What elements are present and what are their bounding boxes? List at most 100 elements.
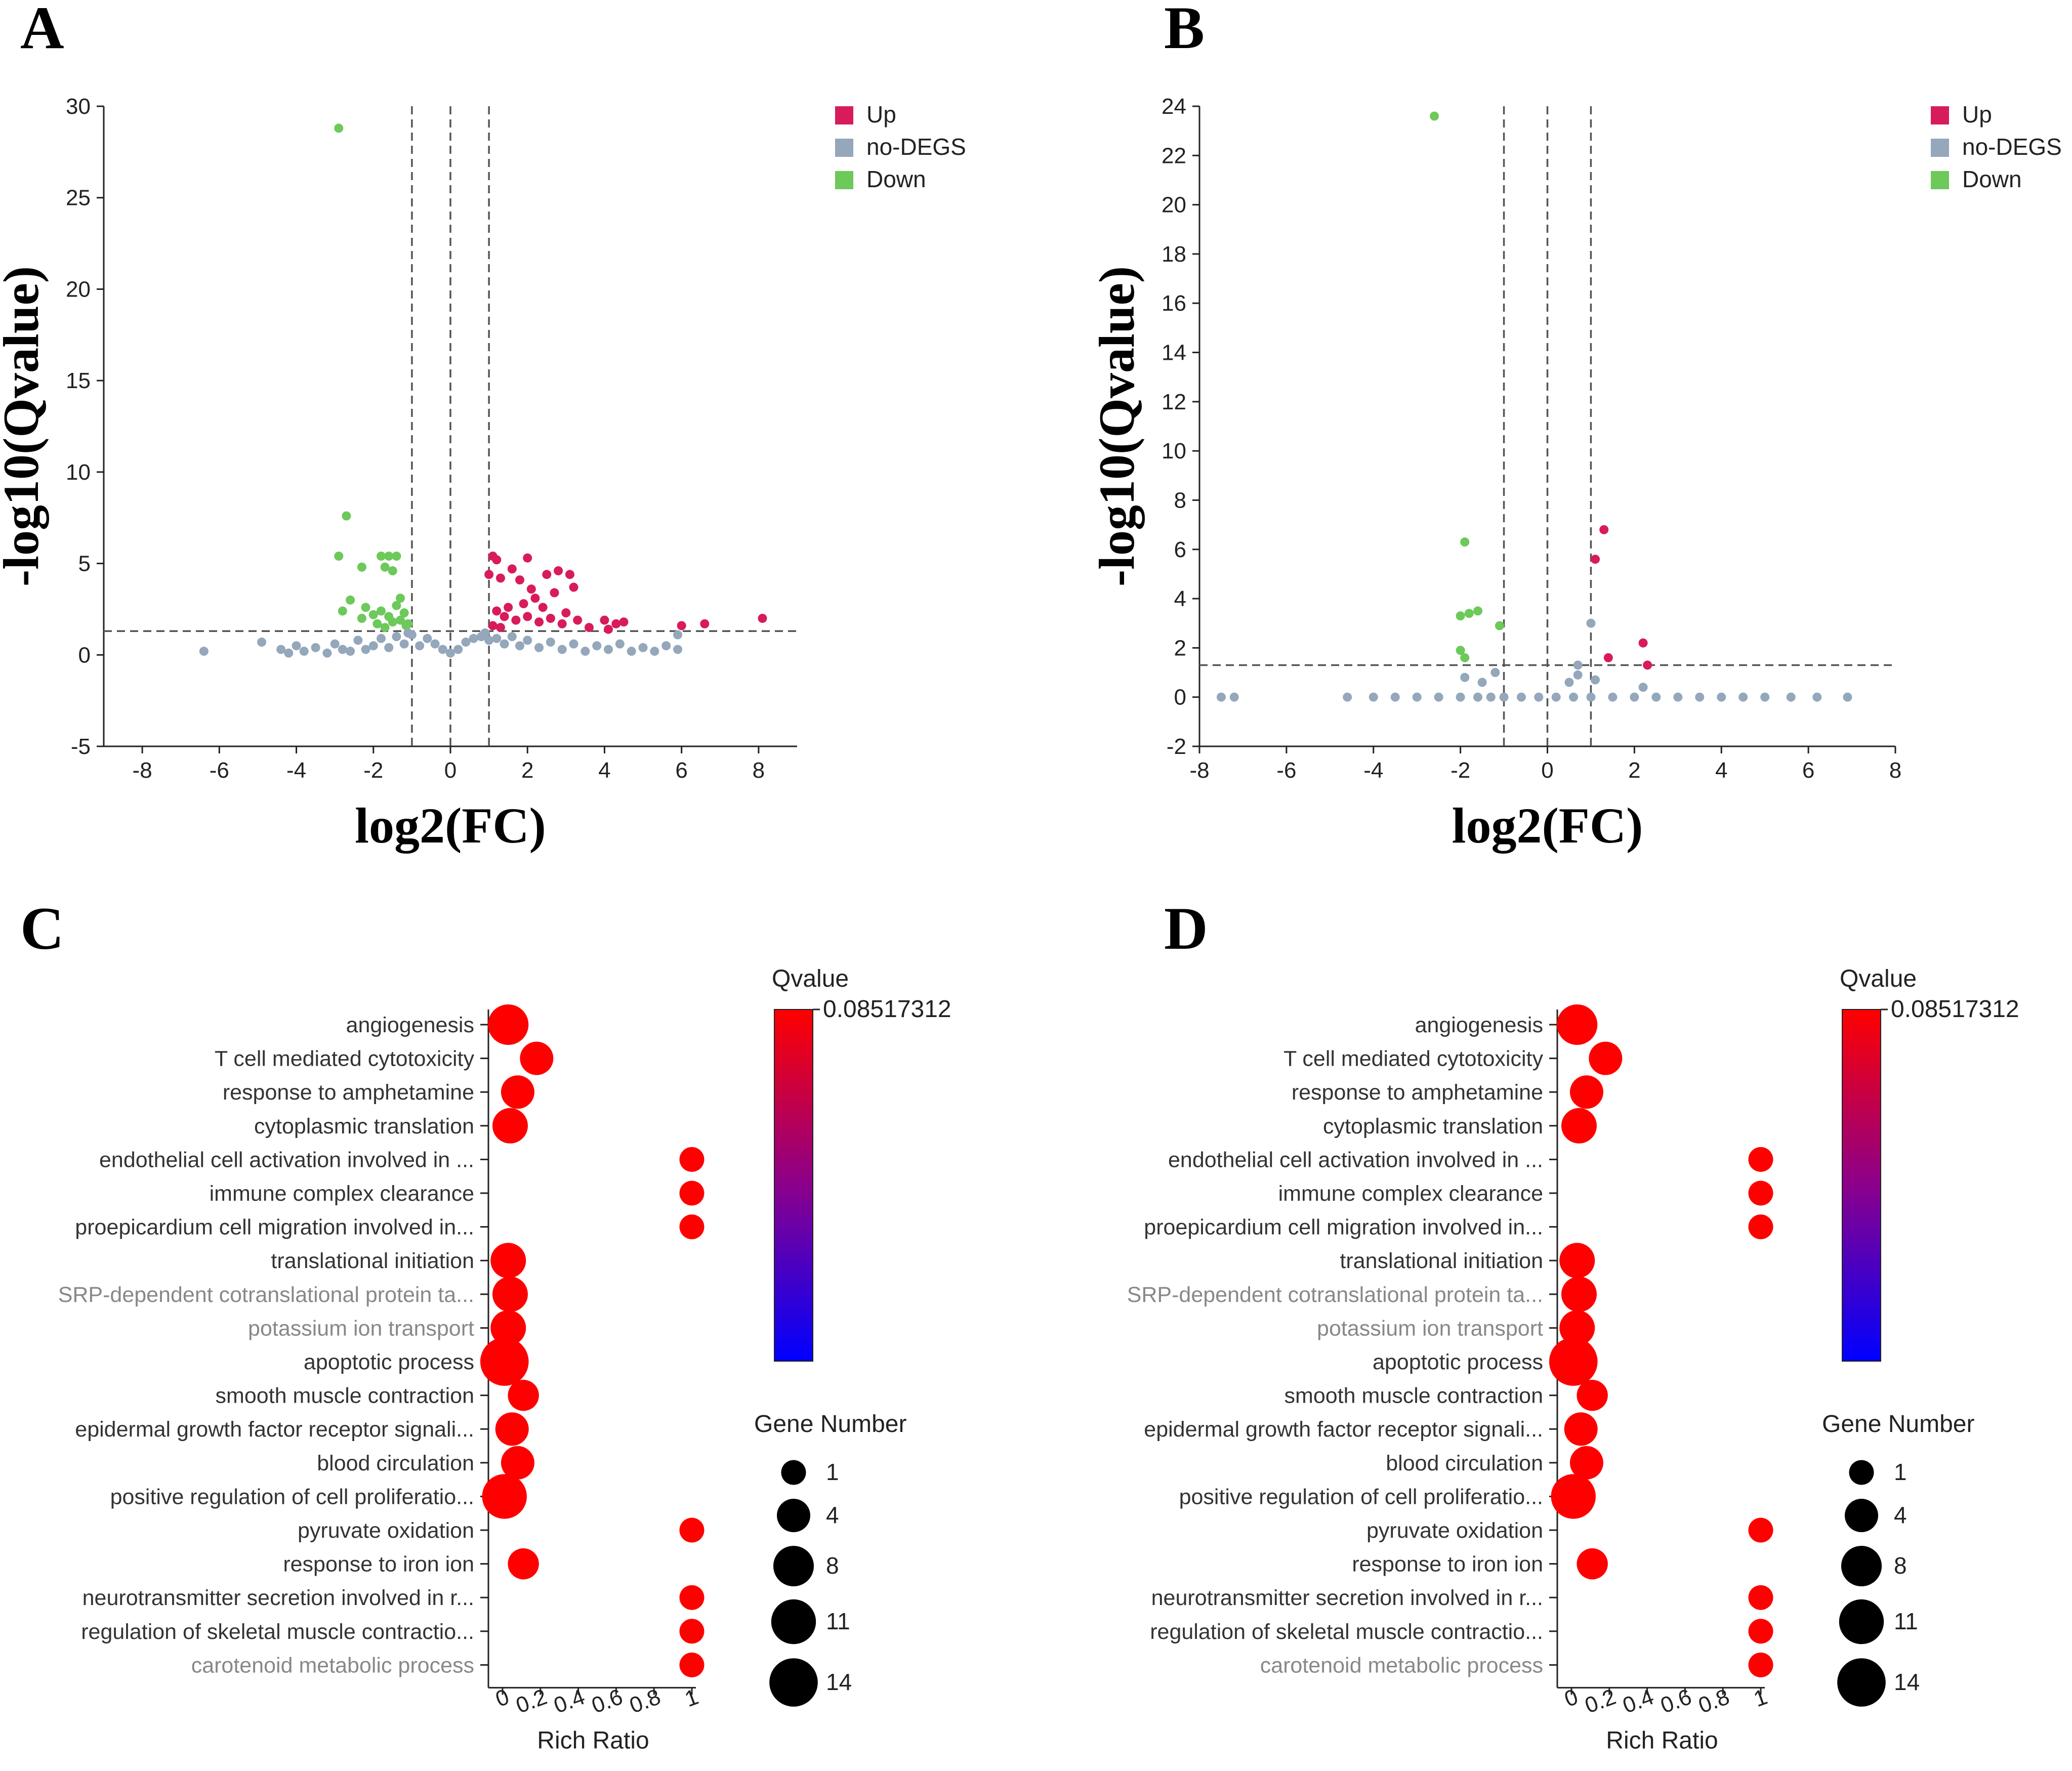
y-tick-label: 0 [78,643,91,667]
term-bubble [679,1517,705,1543]
point-up [504,603,513,612]
x-tick-label: 0.8 [626,1684,664,1718]
x-tick-label: 8 [1889,758,1901,783]
term-bubble [1748,1180,1773,1206]
x-tick-label: 0 [492,1684,513,1712]
point-down [392,552,401,561]
term-bubble [492,1276,528,1312]
point-up [1643,660,1652,670]
term-bubble [508,1548,539,1580]
term-bubble [679,1214,705,1240]
point-up [511,615,521,625]
term-bubble [1549,1337,1598,1386]
term-label: potassium ion transport [248,1316,474,1340]
size-legend-bubble [777,1499,810,1532]
x-tick-label: 0 [444,758,457,783]
x-tick-label: 0.6 [1657,1684,1695,1718]
point-no-degs [1473,692,1482,702]
legend-swatch [1931,139,1949,157]
term-bubble [1577,1548,1608,1580]
term-bubble [488,1004,529,1045]
y-tick-label: 22 [1162,143,1186,168]
point-down [384,552,394,561]
x-tick-label: 1 [682,1684,702,1712]
size-legend-bubble [1845,1499,1878,1532]
term-bubble [1557,1004,1598,1045]
x-tick-label: 6 [675,758,687,783]
point-no-degs [1551,692,1561,702]
x-tick-label: 0.8 [1695,1684,1732,1718]
term-label: endothelial cell activation involved in … [99,1148,474,1172]
point-up [495,573,505,583]
term-bubble [1748,1585,1773,1610]
term-bubble [1748,1619,1773,1644]
point-no-degs [569,639,578,649]
point-up [585,623,594,632]
point-no-degs [507,632,517,642]
point-no-degs [1343,692,1352,702]
legend-swatch [835,139,853,157]
point-down [334,552,344,561]
point-up [565,570,574,579]
x-tick-label: 0.4 [551,1684,588,1718]
term-bubble [520,1041,554,1075]
term-label: response to iron ion [1352,1552,1543,1577]
size-legend-bubble [1837,1658,1886,1707]
term-label: cytoplasmic translation [1323,1114,1543,1138]
point-no-degs [523,636,532,645]
go-bubble-plot-c: angiogenesis T cell mediated cytotoxicity… [58,965,951,1754]
term-label: T cell mediated cytotoxicity [215,1047,475,1071]
legend-label: no-DEGS [866,134,966,160]
term-label: apoptotic process [1373,1350,1543,1374]
point-up [573,615,583,625]
x-tick-label: 4 [1715,758,1727,783]
point-no-degs [1695,692,1705,702]
term-label: regulation of skeletal muscle contractio… [1150,1620,1543,1644]
x-axis-title: Rich Ratio [537,1727,649,1754]
size-legend-label: 11 [826,1608,850,1634]
point-up [538,603,548,612]
point-up [507,564,517,574]
point-down [1460,537,1470,547]
point-no-degs [604,645,613,654]
term-bubble [480,1337,529,1386]
size-legend-bubble [1839,1599,1884,1644]
x-tick-label: 2 [521,758,533,783]
point-no-degs [1434,692,1443,702]
term-label: translational initiation [1340,1249,1543,1273]
go-bubble-plot-d: angiogenesis T cell mediated cytotoxicity… [1127,965,2019,1754]
term-bubble [492,1108,528,1144]
colorbar-title: Qvalue [772,965,849,992]
term-bubble [1559,1310,1595,1346]
point-down [361,603,370,612]
point-up [561,608,571,618]
point-no-degs [1499,692,1509,702]
term-label: SRP-dependent cotranslational protein ta… [58,1283,474,1307]
point-up [550,588,559,598]
term-label: blood circulation [1386,1451,1543,1475]
point-no-degs [257,637,267,647]
point-down [1430,111,1439,121]
x-axis-title: log2(FC) [1452,797,1643,854]
point-no-degs [1369,692,1378,702]
term-label: smooth muscle contraction [216,1384,474,1408]
x-tick-label: 6 [1802,758,1814,783]
point-no-degs [1630,692,1639,702]
point-down [368,610,378,619]
term-label: carotenoid metabolic process [1260,1653,1543,1677]
point-no-degs [453,645,463,654]
point-no-degs [661,641,671,651]
term-label: pyruvate oxidation [298,1519,474,1543]
x-tick-label: -6 [1276,758,1296,783]
term-bubble [1748,1214,1773,1240]
term-label: apoptotic process [304,1350,474,1374]
point-no-degs [1460,672,1470,682]
term-label: positive regulation of cell proliferatio… [1179,1485,1543,1509]
y-tick-label: 4 [1174,586,1186,611]
point-down [392,601,401,610]
point-down [1464,609,1474,618]
y-tick-label: 8 [1174,488,1186,513]
legend-swatch [835,171,853,189]
point-no-degs [415,641,425,651]
term-bubble [1569,1075,1603,1109]
